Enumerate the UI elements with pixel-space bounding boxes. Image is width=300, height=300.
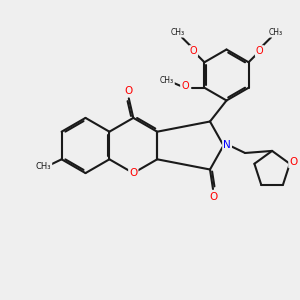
Text: N: N — [223, 140, 231, 151]
Text: O: O — [256, 46, 263, 56]
Text: CH₃: CH₃ — [170, 28, 184, 37]
Text: O: O — [209, 191, 217, 202]
Text: O: O — [190, 46, 197, 56]
Text: CH₃: CH₃ — [268, 28, 283, 37]
Text: CH₃: CH₃ — [36, 162, 51, 171]
Text: CH₃: CH₃ — [160, 76, 174, 85]
Text: O: O — [289, 157, 298, 167]
Text: O: O — [129, 168, 137, 178]
Text: O: O — [125, 86, 133, 96]
Text: O: O — [181, 81, 189, 91]
